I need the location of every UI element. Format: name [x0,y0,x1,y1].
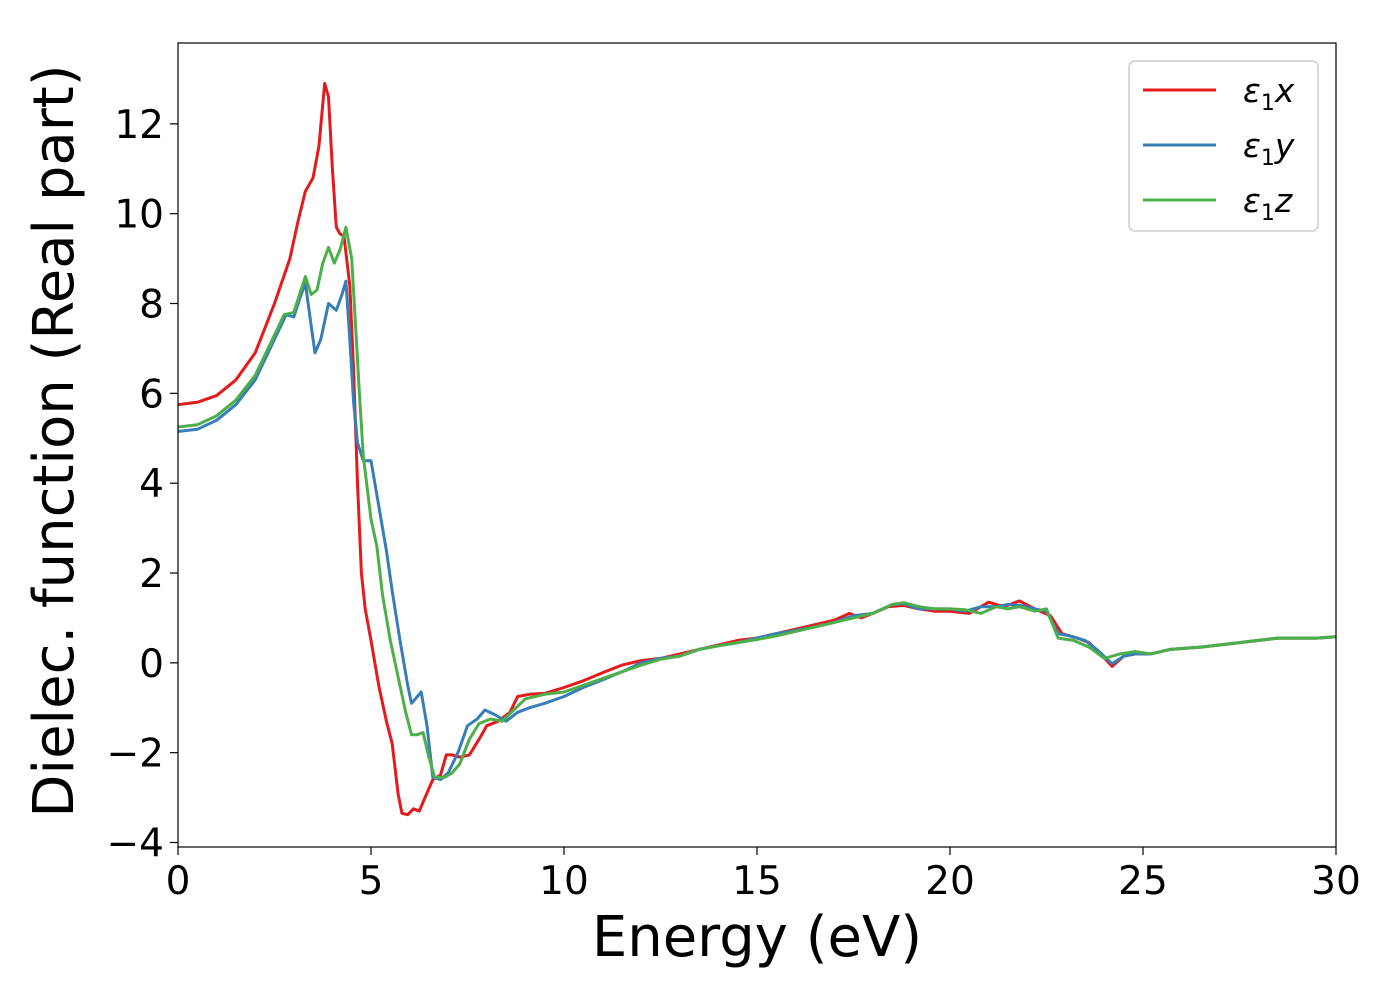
y-tick-label: 12 [114,103,164,148]
x-axis-ticks: 0 5 10 15 20 25 30 [166,847,1361,904]
legend: ε1x ε1y ε1z [1128,60,1319,232]
x-tick-label: 25 [1118,859,1168,904]
x-tick-label: 5 [359,859,384,904]
legend-label-x: ε1x [1243,71,1295,116]
series-line-x [178,81,1336,817]
x-tick-label: 20 [925,859,975,904]
series-line-z [178,225,1336,779]
y-tick-label: 8 [139,283,164,328]
y-tick-label: 10 [114,193,164,238]
legend-label-z: ε1z [1243,181,1293,226]
legend-box [1128,60,1319,232]
y-tick-label: 6 [139,372,164,417]
x-tick-label: 15 [732,859,782,904]
y-tick-label: −4 [107,822,165,867]
x-tick-label: 30 [1311,859,1361,904]
x-tick-label: 0 [166,859,191,904]
y-axis-ticks: −4 −2 0 2 4 6 8 10 12 [107,103,178,867]
y-tick-label: 2 [139,552,164,597]
x-axis-label: Energy (eV) [592,905,922,970]
y-tick-label: −2 [107,732,165,777]
legend-label-y: ε1y [1243,126,1295,171]
y-tick-label: 0 [139,642,164,687]
y-tick-label: 4 [139,462,164,507]
x-tick-label: 10 [539,859,589,904]
y-axis-label: Dielec. function (Real part) [22,64,87,817]
series-line-y [178,279,1336,782]
